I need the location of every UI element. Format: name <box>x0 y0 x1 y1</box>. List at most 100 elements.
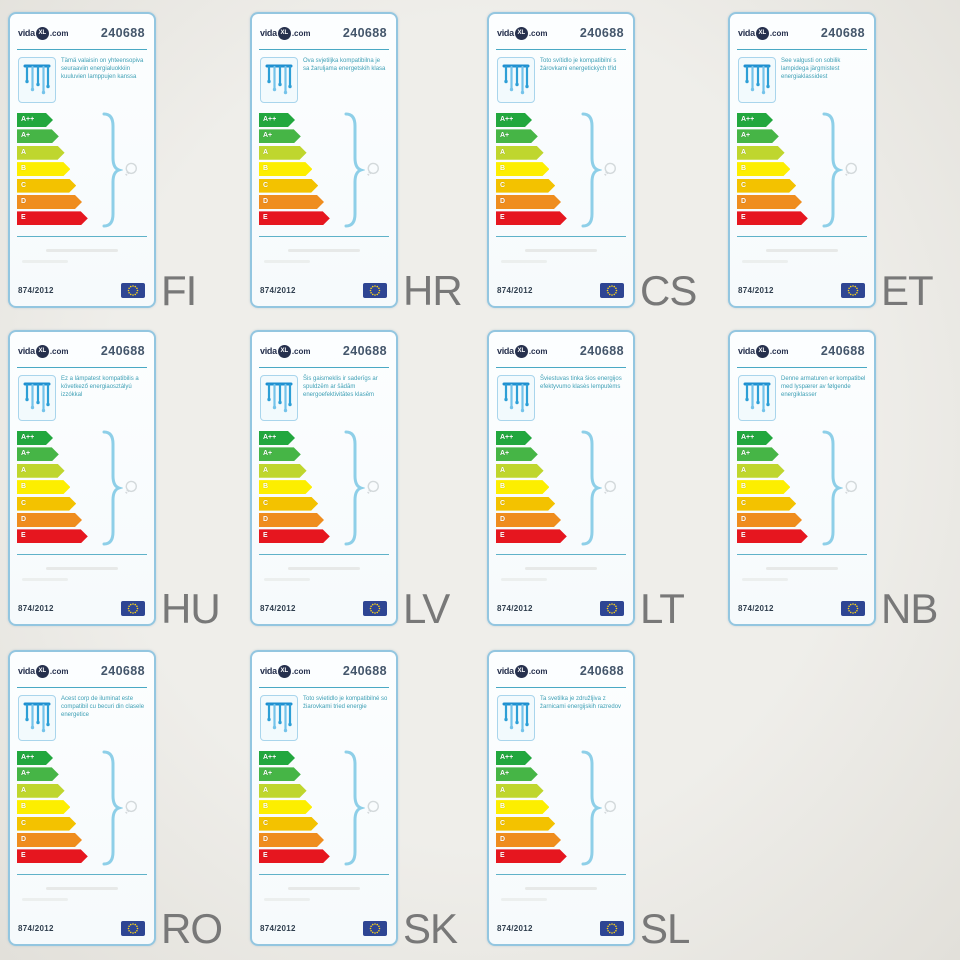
energy-class-letter: A+ <box>21 132 31 140</box>
energy-class-arrow: D <box>17 513 82 527</box>
faded-text-line <box>46 567 118 570</box>
card-footer: 874/2012 <box>10 601 154 624</box>
header-divider <box>496 49 626 50</box>
energy-class-letter: A <box>21 466 27 474</box>
regulation-number: 874/2012 <box>497 924 533 933</box>
energy-class-letter: A <box>263 466 269 474</box>
regulation-number: 874/2012 <box>260 286 296 295</box>
energy-class-letter: A+ <box>21 770 31 778</box>
energy-class-arrow: E <box>737 211 808 225</box>
energy-class-letter: D <box>741 515 747 523</box>
energy-class-letter: A+ <box>263 770 273 778</box>
regulation-number: 874/2012 <box>260 924 296 933</box>
regulation-number: 874/2012 <box>497 604 533 613</box>
section-divider <box>17 554 147 555</box>
compatibility-text: Tämä valaisin on yhteensopiva seuraaviin… <box>61 58 144 80</box>
brand-prefix: vida <box>497 28 514 38</box>
energy-class-arrow: D <box>737 513 802 527</box>
faded-text-line <box>264 898 310 901</box>
energy-class-arrow: E <box>496 849 567 863</box>
eu-flag-icon <box>121 921 145 936</box>
card-header: vida XL .com 240688 <box>252 14 396 44</box>
regulation-number: 874/2012 <box>18 604 54 613</box>
energy-class-arrow: A <box>259 146 307 160</box>
info-section: Denne armaturen er kompatibel med lyspær… <box>738 375 866 421</box>
energy-class-letter: E <box>741 214 746 222</box>
energy-label: vida XL .com 240688 <box>728 330 876 626</box>
energy-label: vida XL .com 240688 <box>8 330 156 626</box>
faded-text-line <box>22 260 68 263</box>
card-footer: 874/2012 <box>489 283 633 306</box>
energy-class-arrow: B <box>496 162 549 176</box>
energy-class-letter: C <box>263 819 269 827</box>
info-section: Ta svetilka je združljiva z žarnicami en… <box>497 695 625 741</box>
energy-class-arrow: A <box>496 784 544 798</box>
lamp-pictogram-box <box>497 57 535 103</box>
energy-class-arrow: C <box>259 817 318 831</box>
energy-class-letter: B <box>741 165 747 173</box>
vidaxl-logo: vida XL .com <box>497 344 547 358</box>
bulb-outline-icon <box>604 162 616 176</box>
brand-suffix: .com <box>291 666 311 676</box>
brand-xl-badge: XL <box>277 26 291 40</box>
lamp-pictogram-box <box>260 695 298 741</box>
regulation-number: 874/2012 <box>18 924 54 933</box>
energy-class-letter: E <box>263 852 268 860</box>
energy-class-letter: A <box>741 466 747 474</box>
energy-class-arrow: A <box>737 464 785 478</box>
energy-class-arrow: C <box>737 497 796 511</box>
brand-prefix: vida <box>260 666 277 676</box>
product-number: 240688 <box>579 26 624 40</box>
energy-arrows: A++ A+ A B C D E <box>259 750 396 866</box>
energy-class-letter: D <box>21 515 27 523</box>
header-divider <box>259 687 389 688</box>
header-divider <box>496 687 626 688</box>
energy-class-arrow: A+ <box>17 767 59 781</box>
compatibility-text: Ez a lámpatest kompatibilis a következő … <box>61 376 139 398</box>
energy-label: vida XL .com 240688 <box>487 650 635 946</box>
compatibility-text: See valgusti on sobilik lampidega järgmi… <box>781 58 841 80</box>
energy-class-letter: B <box>21 483 27 491</box>
regulation-number: 874/2012 <box>738 604 774 613</box>
curly-brace-icon <box>822 112 843 228</box>
language-code: LT <box>640 585 685 632</box>
energy-class-letter: B <box>263 165 269 173</box>
faded-text-line <box>288 249 360 252</box>
label-card: vida XL .com 240688 <box>487 650 690 950</box>
curly-brace-icon <box>102 430 123 546</box>
energy-arrows: A++ A+ A B C D E <box>259 112 396 228</box>
label-card: vida XL .com 240688 <box>8 650 223 950</box>
card-footer: 874/2012 <box>252 283 396 306</box>
eu-flag-icon <box>363 921 387 936</box>
energy-class-arrow: A+ <box>259 447 301 461</box>
brand-prefix: vida <box>18 28 35 38</box>
card-header: vida XL .com 240688 <box>10 652 154 682</box>
energy-class-arrow: A+ <box>737 129 779 143</box>
vidaxl-logo: vida XL .com <box>260 664 311 678</box>
brand-prefix: vida <box>497 666 514 676</box>
bulb-outline-icon <box>125 480 137 494</box>
vidaxl-logo: vida XL .com <box>260 26 310 40</box>
energy-class-arrow: C <box>737 179 796 193</box>
energy-class-arrow: B <box>259 480 312 494</box>
energy-class-letter: A++ <box>263 116 277 123</box>
brand-xl-badge: XL <box>35 26 49 40</box>
energy-class-letter: B <box>263 803 269 811</box>
energy-class-letter: A++ <box>500 754 514 761</box>
energy-class-arrow: D <box>496 195 561 209</box>
eu-flag-icon <box>841 601 865 616</box>
curly-brace-icon <box>822 430 843 546</box>
energy-class-arrow: B <box>496 480 549 494</box>
card-footer: 874/2012 <box>10 921 154 944</box>
bulb-outline-icon <box>604 800 616 814</box>
card-footer: 874/2012 <box>10 283 154 306</box>
compatibility-text: Toto svietidlo je kompatibilné so žiarov… <box>303 696 388 710</box>
lamp-pictogram-box <box>738 375 776 421</box>
energy-class-arrow: A <box>259 464 307 478</box>
brand-suffix: .com <box>49 346 69 356</box>
energy-class-letter: A <box>741 148 747 156</box>
product-number: 240688 <box>100 664 145 678</box>
language-code: FI <box>161 267 197 314</box>
pendant-lamp-icon <box>502 702 530 733</box>
header-divider <box>17 367 147 368</box>
